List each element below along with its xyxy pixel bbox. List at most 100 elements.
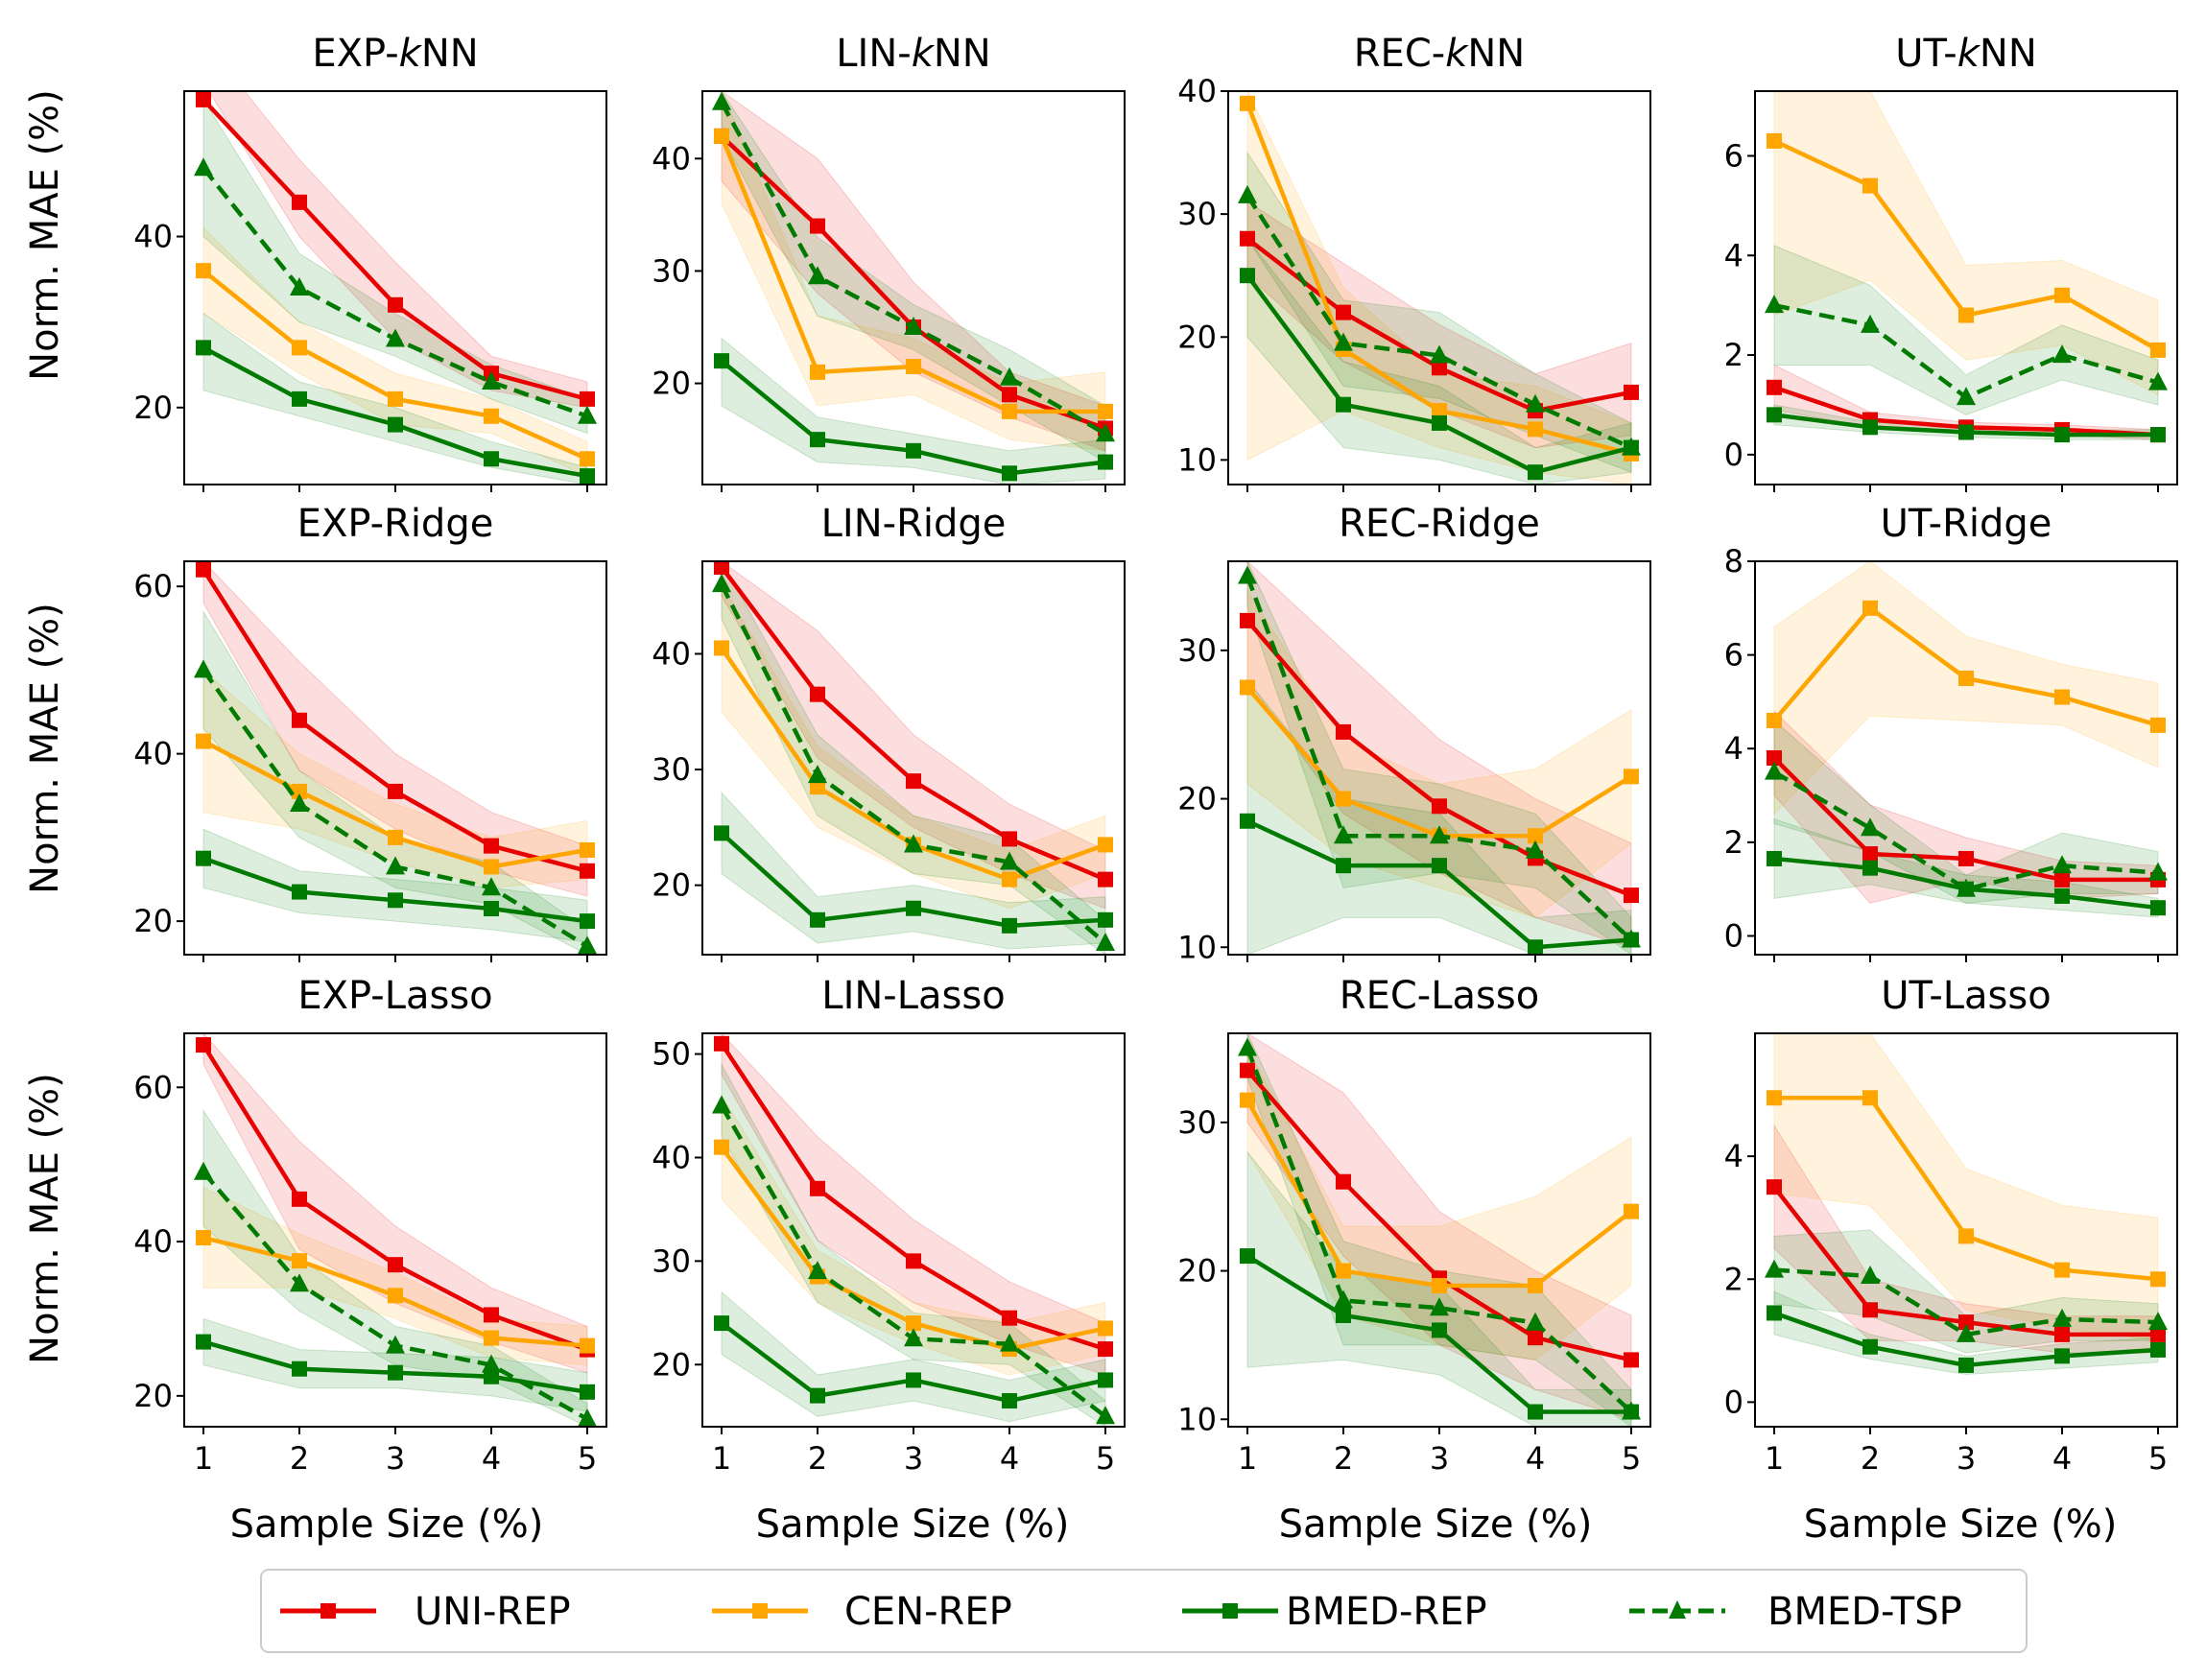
ylabel-row-2: Norm. MAE (%) [23, 603, 67, 894]
data-point-bmed-tsp [386, 328, 405, 347]
y-tick-label: 4 [1724, 730, 1743, 767]
ylabel-row-3: Norm. MAE (%) [23, 1073, 67, 1364]
y-tick-label: 6 [1724, 137, 1743, 174]
legend: UNI-REP CEN-REP BMED-REP BMED-TSP [260, 1569, 2028, 1653]
series-line-bmed-tsp [1772, 769, 2159, 891]
data-point-bmed-tsp [578, 405, 597, 424]
y-tick-label: 30 [652, 1242, 691, 1279]
data-point-bmed-tsp [1096, 1406, 1115, 1425]
data-point-uni-rep [1240, 230, 1255, 247]
band-uni-rep [1246, 201, 1632, 449]
data-point-bmed-rep [484, 451, 499, 467]
data-point-bmed-tsp [1096, 423, 1115, 442]
band-uni-rep [202, 561, 588, 897]
band-uni-rep [202, 1033, 588, 1374]
data-point-bmed-tsp [2148, 1312, 2168, 1331]
data-point-bmed-rep [1528, 1404, 1543, 1420]
x-tick-label: 3 [1957, 1440, 1976, 1477]
data-point-bmed-tsp [2052, 855, 2072, 874]
legend-swatch-marker [320, 1603, 336, 1619]
data-point-bmed-tsp [712, 91, 731, 110]
band-cen-rep [1773, 561, 2159, 816]
y-tick-label: 4 [1724, 1138, 1743, 1174]
data-point-bmed-tsp [1334, 1290, 1353, 1309]
data-point-cen-rep [1528, 828, 1543, 844]
data-point-bmed-tsp [194, 1161, 213, 1180]
subplot-title: UT-Ridge [1881, 502, 2052, 546]
x-tick-label: 2 [1861, 1440, 1880, 1477]
y-tick-label: 10 [1177, 1401, 1217, 1437]
data-point-cen-rep [1958, 307, 1974, 323]
subplot-lin-knn: 20 30 40 LIN-kNN [652, 32, 1126, 492]
data-point-bmed-rep [1862, 419, 1878, 436]
data-point-cen-rep [580, 1337, 595, 1354]
data-point-cen-rep [484, 408, 499, 424]
data-point-uni-rep [1767, 379, 1782, 395]
data-point-bmed-tsp [808, 1261, 827, 1280]
data-point-cen-rep [1432, 1278, 1447, 1294]
y-tick-label: 20 [1177, 781, 1217, 817]
subplot-exp-ridge: 20 40 60 EXP-Ridge [133, 502, 607, 962]
data-point-bmed-tsp [1526, 393, 1545, 413]
data-point-uni-rep [580, 863, 595, 879]
band-bmed-rep [1246, 678, 1632, 955]
data-point-cen-rep [1002, 871, 1017, 887]
data-point-uni-rep [1862, 846, 1878, 863]
y-tick-label: 6 [1724, 637, 1743, 674]
data-point-bmed-tsp [482, 877, 501, 896]
data-point-uni-rep [1432, 798, 1447, 815]
data-point-cen-rep [484, 859, 499, 875]
x-tick-label: 4 [1000, 1440, 1019, 1477]
y-tick-label: 10 [1177, 441, 1217, 478]
band-bmed-tsp [202, 1108, 588, 1427]
data-point-cen-rep [714, 1139, 729, 1155]
data-point-bmed-rep [196, 1334, 211, 1350]
data-point-bmed-tsp [1861, 817, 1880, 837]
x-tick-label: 1 [1765, 1440, 1784, 1477]
y-tick-label: 20 [652, 366, 691, 402]
data-point-uni-rep [1098, 871, 1113, 887]
subplot-title: EXP-Ridge [297, 502, 494, 546]
subplot-exp-knn: 20 40 EXP-kNN [133, 32, 607, 492]
data-point-uni-rep [906, 1253, 921, 1269]
data-point-cen-rep [1767, 1090, 1782, 1106]
subplot-exp-lasso: 20 40 60 1 2 3 4 5 EXP-Lasso [133, 974, 607, 1477]
data-point-bmed-rep [388, 892, 403, 909]
xlabel-col-2: Sample Size (%) [756, 1503, 1070, 1547]
data-point-cen-rep [2054, 689, 2070, 705]
data-point-bmed-tsp [2052, 344, 2072, 364]
data-point-bmed-tsp [194, 659, 213, 678]
x-tick-label: 5 [578, 1440, 597, 1477]
x-tick-label: 4 [1526, 1440, 1545, 1477]
data-point-bmed-tsp [2148, 371, 2168, 390]
data-point-bmed-rep [580, 1384, 595, 1400]
data-point-uni-rep [906, 773, 921, 790]
data-point-bmed-rep [1002, 465, 1017, 482]
legend-label: UNI-REP [415, 1590, 571, 1634]
data-point-bmed-rep [906, 442, 921, 459]
data-point-bmed-tsp [1861, 1266, 1880, 1285]
data-point-bmed-tsp [1430, 825, 1449, 844]
data-point-bmed-rep [2150, 900, 2166, 916]
xlabel-col-3: Sample Size (%) [1279, 1503, 1593, 1547]
data-point-bmed-rep [906, 900, 921, 916]
subplot-ut-knn: 0 2 4 6 UT-kNN [1724, 32, 2178, 492]
plot-area [712, 561, 1115, 955]
data-point-bmed-tsp [904, 834, 923, 853]
data-point-bmed-rep [1432, 1322, 1447, 1338]
data-point-bmed-tsp [1526, 840, 1545, 859]
data-point-bmed-rep [810, 1387, 825, 1404]
data-point-uni-rep [388, 1257, 403, 1273]
data-point-cen-rep [2054, 1262, 2070, 1278]
data-point-bmed-rep [388, 416, 403, 433]
plot-area [712, 1033, 1115, 1427]
data-point-uni-rep [1958, 1314, 1974, 1331]
data-point-uni-rep [1240, 1062, 1255, 1078]
data-point-bmed-tsp [1957, 1323, 1976, 1342]
data-point-cen-rep [1624, 1203, 1639, 1219]
band-uni-rep [721, 91, 1106, 452]
data-point-bmed-rep [2150, 1341, 2166, 1358]
data-point-cen-rep [810, 364, 825, 380]
x-tick-label: 2 [290, 1440, 309, 1477]
y-tick-label: 2 [1724, 1261, 1743, 1297]
